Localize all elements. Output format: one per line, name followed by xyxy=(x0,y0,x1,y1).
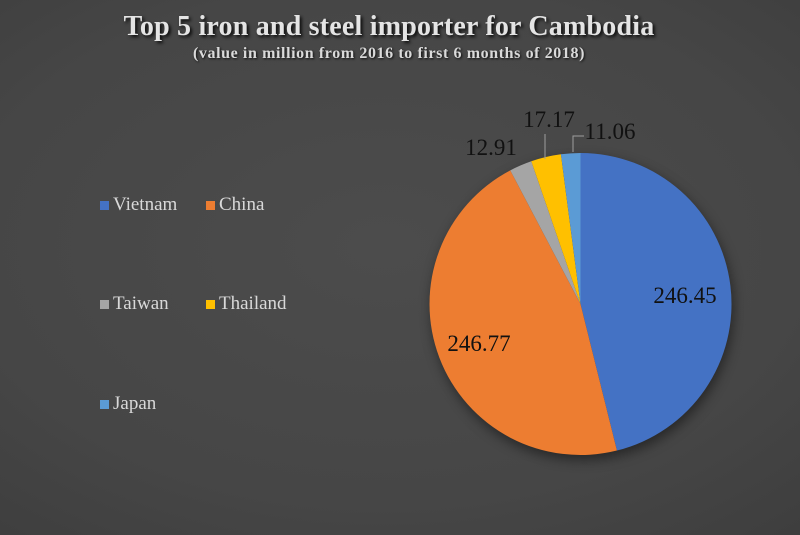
legend-label-china: China xyxy=(219,194,265,215)
pie-slice-taiwan[interactable] xyxy=(510,161,581,304)
legend-swatch-japan-icon xyxy=(100,399,109,409)
legend-item-china[interactable]: China xyxy=(206,195,264,215)
legend-label-thailand: Thailand xyxy=(219,293,287,314)
legend-item-taiwan[interactable]: Taiwan xyxy=(100,294,169,314)
pie-slice-japan[interactable] xyxy=(560,153,581,304)
legend-item-thailand[interactable]: Thailand xyxy=(206,294,287,314)
legend-label-taiwan: Taiwan xyxy=(113,293,169,314)
legend-swatch-vietnam-icon xyxy=(100,200,109,210)
leader-line-japan xyxy=(572,135,584,152)
legend-item-vietnam[interactable]: Vietnam xyxy=(100,195,177,215)
legend-label-vietnam: Vietnam xyxy=(113,194,178,215)
pie-slice-vietnam[interactable] xyxy=(580,153,732,451)
pie-slice-china[interactable] xyxy=(429,170,617,456)
legend-swatch-thailand-icon xyxy=(206,299,215,309)
pie-slice-thailand[interactable] xyxy=(531,154,581,304)
legend-swatch-taiwan-icon xyxy=(100,299,109,309)
legend-swatch-china-icon xyxy=(206,200,215,210)
legend-item-japan[interactable]: Japan xyxy=(100,394,156,414)
legend-label-japan: Japan xyxy=(113,393,157,414)
